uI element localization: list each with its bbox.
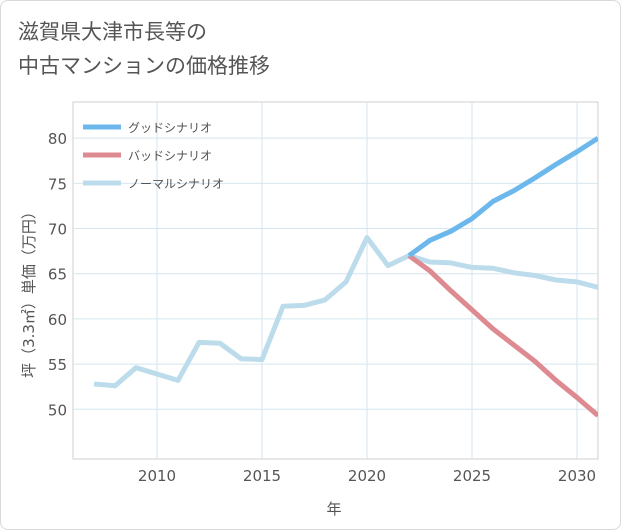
x-axis-ticks: 2010 2015 2020 2025 2030 xyxy=(138,467,596,485)
y-tick-label: 55 xyxy=(48,356,67,374)
series-lines xyxy=(93,136,598,418)
legend-label: ノーマルシナリオ xyxy=(128,177,224,191)
series-line-2 xyxy=(407,253,598,418)
y-tick-label: 50 xyxy=(48,401,67,419)
y-tick-label: 75 xyxy=(48,175,67,193)
chart-title: 滋賀県大津市長等の 中古マンションの価格推移 xyxy=(18,15,270,83)
y-tick-label: 80 xyxy=(48,130,67,148)
plot-area xyxy=(72,101,599,460)
x-axis-title: 年 xyxy=(326,500,341,518)
series-line-3 xyxy=(93,235,598,389)
y-tick-label: 70 xyxy=(48,221,67,239)
y-tick-label: 60 xyxy=(48,311,67,329)
x-tick-label: 2025 xyxy=(453,467,491,485)
y-axis-title: 坪（3.3㎡）単価（万円） xyxy=(20,204,38,378)
series-line-1 xyxy=(407,136,598,258)
x-tick-label: 2015 xyxy=(243,467,281,485)
y-tick-label: 65 xyxy=(48,266,67,284)
chart-title-line-1: 滋賀県大津市長等の xyxy=(18,20,207,44)
legend-label: グッドシナリオ xyxy=(128,121,212,135)
y-axis-ticks: 50 55 60 65 70 75 80 xyxy=(48,130,67,419)
x-tick-label: 2020 xyxy=(348,467,386,485)
legend-label: バッドシナリオ xyxy=(128,149,212,163)
x-tick-label: 2010 xyxy=(138,467,176,485)
x-tick-label: 2030 xyxy=(558,467,596,485)
chart-title-line-2: 中古マンションの価格推移 xyxy=(18,54,270,78)
